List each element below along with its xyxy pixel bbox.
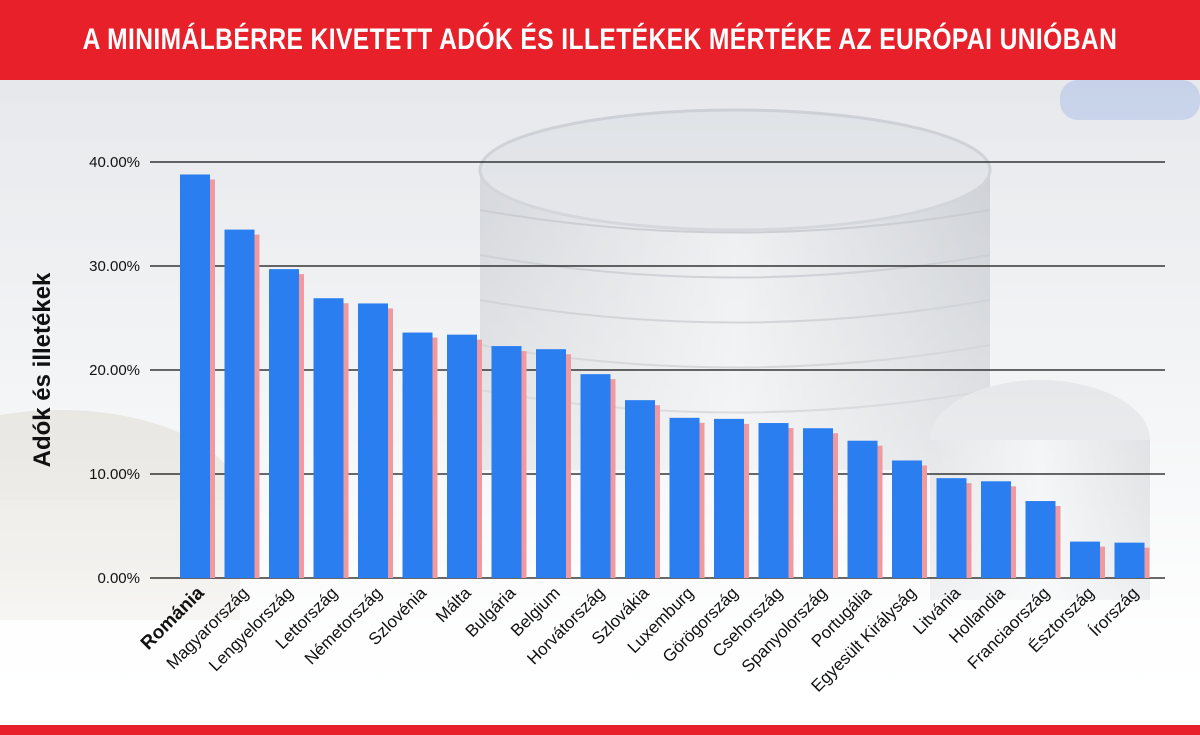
- y-axis-ticks: 0.00% 10.00% 20.00% 30.00% 40.00%: [89, 154, 140, 587]
- bar-Spanyolország: [803, 428, 833, 578]
- bar-Luxemburg: [669, 417, 700, 578]
- x-tick-label: Írország: [1085, 583, 1142, 640]
- x-axis-ticks: RomániaMagyarországLengyelországLettorsz…: [137, 582, 1142, 695]
- bar-Csehország: [758, 423, 789, 578]
- y-tick-label: 30.00%: [89, 258, 140, 275]
- bars: [180, 174, 1150, 579]
- y-tick-label: 40.00%: [89, 154, 140, 171]
- y-tick-label: 10.00%: [89, 466, 140, 483]
- bar-Portugália: [847, 440, 878, 578]
- bottom-bar: [0, 725, 1200, 735]
- bar-Románia: [180, 174, 210, 579]
- bar-Szlovénia: [402, 332, 433, 578]
- bar-Görögország: [714, 418, 744, 578]
- bar-Egyesült Királyság: [892, 460, 922, 578]
- bar-Lettország: [313, 298, 344, 578]
- bar-Bulgária: [491, 346, 522, 578]
- y-tick-label: 20.00%: [89, 362, 140, 379]
- chart-title: A MINIMÁLBÉRRE KIVETETT ADÓK ÉS ILLETÉKE…: [82, 23, 1118, 56]
- bar-Hollandia: [981, 481, 1011, 578]
- bar-Szlovákia: [625, 400, 655, 578]
- bar-Németország: [358, 303, 388, 578]
- bar-Franciaország: [1025, 501, 1056, 578]
- bar-Litvánia: [936, 478, 967, 578]
- bar-Írország: [1114, 542, 1145, 578]
- bar-Belgium: [536, 349, 566, 578]
- bar-Lengyelország: [269, 269, 299, 578]
- y-tick-label: 0.00%: [97, 570, 140, 587]
- bar-Horvátország: [580, 374, 611, 578]
- bar-Észtország: [1070, 541, 1100, 578]
- title-bar: A MINIMÁLBÉRRE KIVETETT ADÓK ÉS ILLETÉKE…: [0, 0, 1200, 80]
- y-axis-label: Adók és illetékek: [29, 272, 56, 467]
- bar-Magyarország: [224, 229, 255, 578]
- bar-Málta: [447, 334, 477, 578]
